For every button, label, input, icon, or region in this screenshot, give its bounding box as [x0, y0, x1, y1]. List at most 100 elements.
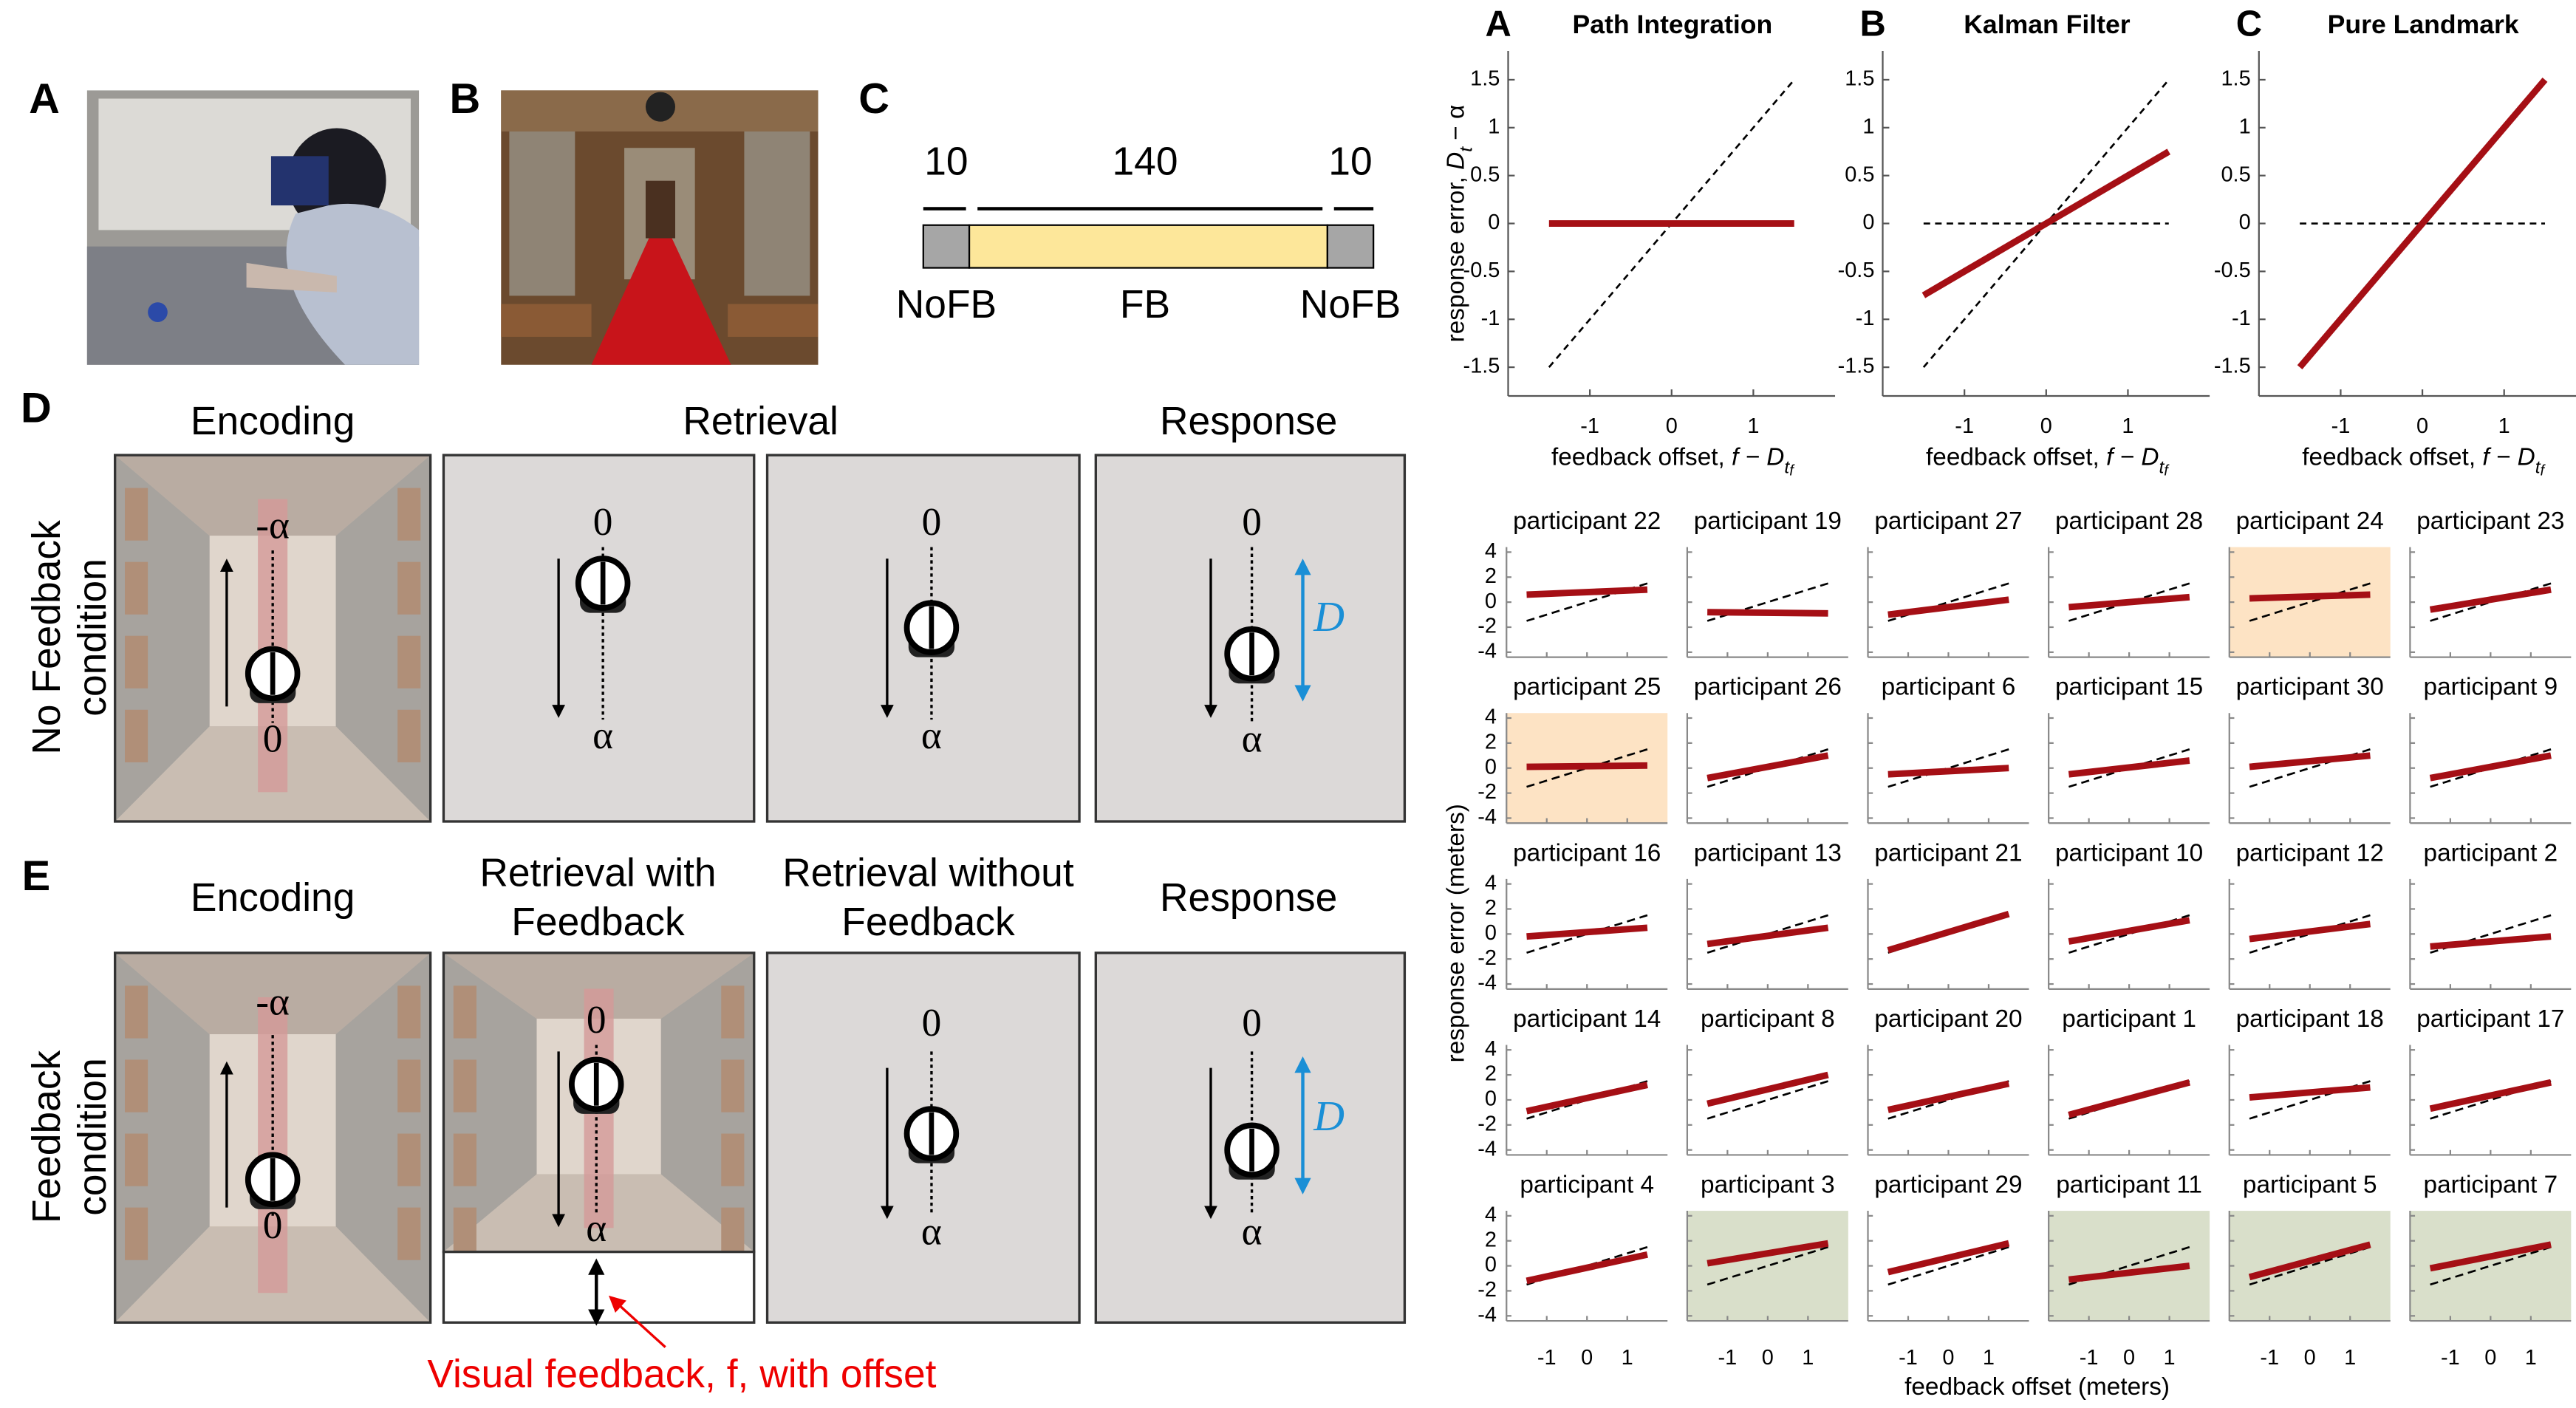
fit-line [1887, 910, 2010, 954]
schedule-phase: FB [1120, 283, 1170, 327]
participant-chart: participant 23 [2409, 508, 2572, 658]
fit-line [2068, 593, 2190, 611]
room-wall [443, 952, 754, 1019]
label-part: f − D [2106, 443, 2159, 471]
reference-line [2430, 748, 2552, 788]
x-tick-label: 0 [2040, 414, 2052, 438]
x-tick-label: -1 [1718, 1346, 1738, 1370]
x-tick-label: -1 [2441, 1346, 2460, 1370]
reference-line [2068, 748, 2190, 788]
participant-chart: participant 9 [2409, 674, 2572, 824]
label-part: f [2541, 463, 2546, 479]
fit-line [2068, 757, 2190, 778]
x-axis-label: feedback offset, f − Dtf [2302, 443, 2546, 479]
reference-line [1526, 748, 1648, 788]
y-tick-label: -4 [1477, 639, 1497, 663]
room-shelf [721, 1059, 745, 1113]
room-shelf [125, 1207, 148, 1260]
y-tick-label: -4 [1477, 1137, 1497, 1161]
label-part: f [2164, 463, 2170, 479]
feedback-strip [442, 1250, 756, 1324]
condition-label: Feedback condition [25, 1050, 115, 1224]
room-border [114, 454, 432, 823]
fit-line [1887, 1240, 2010, 1276]
reference-line [2249, 582, 2371, 622]
room-shelf [397, 709, 421, 762]
chart-title: participant 4 [1520, 1172, 1654, 1199]
x-tick-label: 0 [1666, 414, 1678, 438]
chart-title: participant 13 [1694, 839, 1842, 867]
y-tick-label: 1 [1862, 115, 1874, 138]
note-arrow [608, 1295, 666, 1348]
x-tick-label: 1 [1983, 1346, 1995, 1370]
fit-line [2068, 1262, 2190, 1283]
fit-line [2429, 1241, 2552, 1272]
position-marker: 0 [263, 1203, 283, 1247]
y-tick-label: 0 [1485, 1253, 1497, 1277]
label-part: f − D [2482, 443, 2535, 471]
room-shelf [125, 709, 148, 762]
y-tick-label: -1.5 [2214, 355, 2251, 378]
label-part: D [1442, 152, 1469, 170]
series-line [1921, 148, 2171, 298]
chart-title: participant 19 [1694, 508, 1842, 535]
chart-title: participant 3 [1701, 1172, 1835, 1199]
y-tick-label: 0 [1485, 921, 1497, 945]
fit-line [1706, 1240, 1829, 1267]
reference-line [1706, 914, 1828, 954]
label-part: t [1784, 458, 1790, 478]
y-tick-label: 0 [1488, 211, 1500, 234]
participant-chart: participant 18 [2228, 1005, 2391, 1156]
room-shelf [721, 985, 745, 1039]
label-part: − α [1442, 105, 1469, 147]
participant-chart: participant 24 [2228, 508, 2391, 658]
chart-title: participant 15 [2055, 674, 2203, 701]
room-shelf [397, 561, 421, 615]
x-tick-label: -1 [1899, 1346, 1918, 1370]
y-tick-label: 4 [1485, 1203, 1497, 1226]
view-box [442, 454, 756, 823]
x-tick-label: -1 [2260, 1346, 2279, 1370]
chart-title: participant 11 [2056, 1172, 2202, 1199]
position-marker: 0 [593, 499, 613, 544]
x-tick-label: 1 [2498, 414, 2510, 438]
column-header: Encoding [191, 400, 355, 443]
y-tick-label: -4 [1477, 971, 1497, 995]
y-tick-label: 2 [1485, 896, 1497, 920]
fit-line [2249, 752, 2371, 770]
label-part: response error, [1442, 170, 1469, 343]
reference-line [1526, 914, 1648, 954]
room-shelf [125, 488, 148, 541]
position-marker: α [1242, 717, 1263, 761]
chart-title: participant 2 [2424, 839, 2558, 867]
position-marker: 0 [922, 499, 942, 544]
participant-chart: participant 12 [2228, 839, 2391, 990]
fit-line [2430, 933, 2552, 950]
room-view [114, 951, 432, 1324]
y-tick-label: -4 [1477, 1303, 1497, 1327]
y-tick-label: 0.5 [2221, 163, 2250, 186]
panel-letter: E [22, 852, 51, 900]
room-shelf [397, 1207, 421, 1260]
reference-line [2430, 582, 2552, 622]
chart-title: Kalman Filter [1964, 10, 2131, 39]
x-tick-label: -1 [2080, 1346, 2099, 1370]
fit-line [1887, 1080, 2010, 1113]
schedule-count: 140 [1113, 140, 1178, 184]
column-header: Feedback [841, 900, 1015, 944]
y-tick-label: -0.5 [2214, 259, 2251, 282]
y-axis-label: response error (meters) [1442, 804, 1469, 1062]
label-part: feedback offset, [1926, 443, 2106, 471]
fit-line [1887, 765, 2009, 778]
column-header: Retrieval without [782, 851, 1074, 895]
y-tick-label: 4 [1485, 871, 1497, 895]
label-part: t [2535, 458, 2541, 478]
participant-chart: participant 15 [2048, 674, 2210, 824]
reference-line [1887, 1245, 2009, 1286]
y-tick-label: -0.5 [1838, 259, 1875, 282]
condition-line: Feedback [25, 1050, 69, 1224]
